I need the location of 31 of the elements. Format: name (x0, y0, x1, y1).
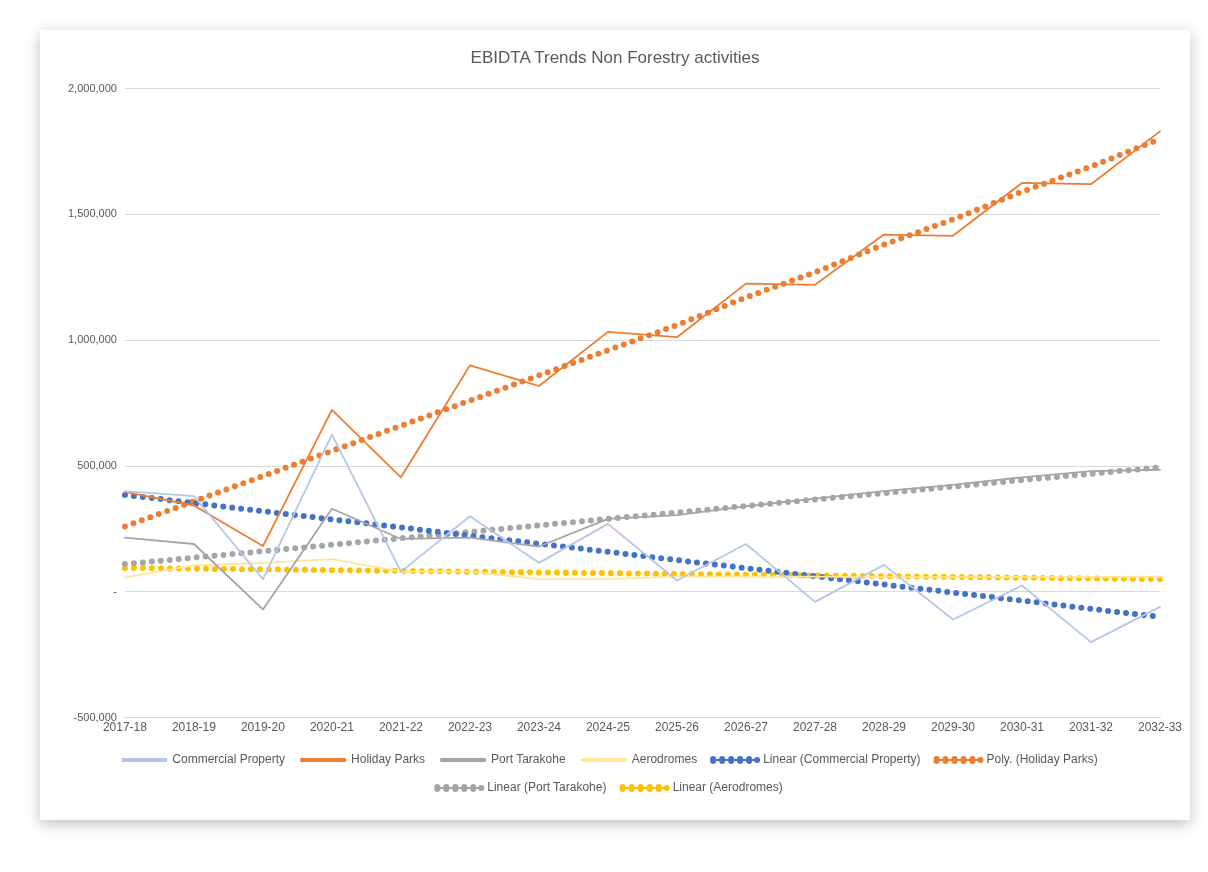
x-tick-label: 2023-24 (516, 720, 562, 735)
legend-label: Linear (Commercial Property) (763, 752, 921, 767)
x-tick-label: 2028-29 (861, 720, 907, 735)
y-tick-label: 1,500,000 (68, 207, 117, 220)
x-tick-label: 2017-18 (102, 720, 148, 735)
x-tick-label: 2027-28 (792, 720, 838, 735)
x-tick-label: 2018-19 (171, 720, 217, 735)
legend-label: Poly. (Holiday Parks) (986, 752, 1098, 767)
legend-label: Linear (Port Tarakohe) (487, 780, 607, 795)
x-tick-label: 2031-32 (1068, 720, 1114, 735)
y-tick-label: 2,000,000 (68, 81, 117, 94)
y-tick-label: 1,000,000 (68, 333, 117, 346)
legend-label: Holiday Parks (351, 752, 426, 767)
x-tick-label: 2025-26 (654, 720, 700, 735)
chart-title: EBIDTA Trends Non Forestry activities (469, 48, 761, 69)
legend-label: Linear (Aerodromes) (672, 780, 783, 795)
y-tick-label: 500,000 (77, 459, 117, 472)
x-tick-label: 2021-22 (378, 720, 424, 735)
legend-label: Commercial Property (172, 752, 286, 767)
legend-label: Port Tarakohe (491, 752, 566, 767)
x-tick-label: 2020-21 (309, 720, 355, 735)
y-tick-label: -500,000 (73, 710, 117, 723)
x-tick-label: 2019-20 (240, 720, 286, 735)
x-tick-label: 2024-25 (585, 720, 631, 735)
x-tick-label: 2026-27 (723, 720, 769, 735)
x-tick-label: 2032-33 (1137, 720, 1183, 735)
y-tick-label: - (113, 584, 118, 597)
x-tick-label: 2029-30 (930, 720, 976, 735)
x-tick-label: 2030-31 (999, 720, 1045, 735)
legend-label: Aerodromes (631, 752, 698, 767)
x-tick-label: 2022-23 (447, 720, 493, 735)
